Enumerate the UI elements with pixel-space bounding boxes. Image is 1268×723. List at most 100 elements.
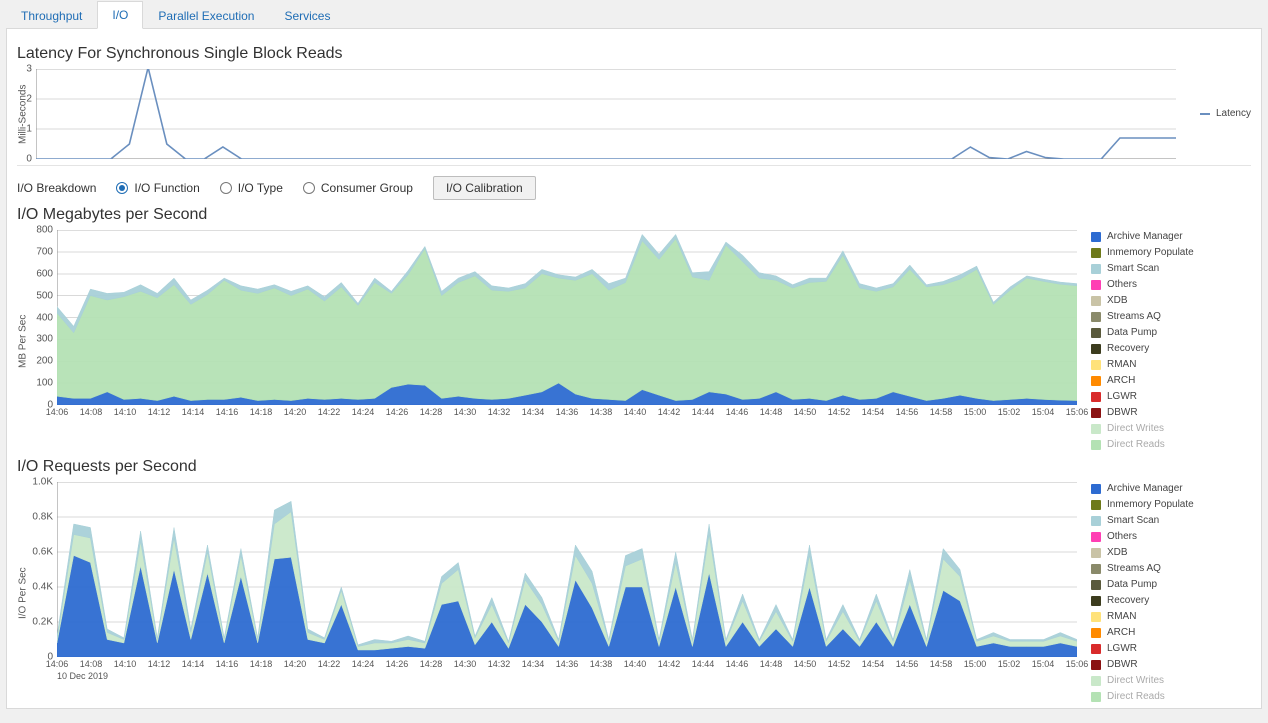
legend-item-inmemory-populate[interactable]: Inmemory Populate — [1091, 246, 1201, 260]
xtick: 14:08 — [80, 659, 103, 669]
legend-swatch — [1091, 248, 1101, 258]
legend-item-streams-aq[interactable]: Streams AQ — [1091, 562, 1201, 576]
legend-swatch — [1091, 264, 1101, 274]
legend-item-direct-writes[interactable]: Direct Writes — [1091, 422, 1201, 436]
legend-swatch — [1091, 296, 1101, 306]
radio-dot — [303, 182, 315, 194]
legend-item-arch[interactable]: ARCH — [1091, 374, 1201, 388]
legend-item-rman[interactable]: RMAN — [1091, 610, 1201, 624]
legend-item-data-pump[interactable]: Data Pump — [1091, 578, 1201, 592]
xtick: 14:58 — [930, 407, 953, 417]
xtick: 15:00 — [964, 407, 987, 417]
legend-item-others[interactable]: Others — [1091, 278, 1201, 292]
legend-item-rman[interactable]: RMAN — [1091, 358, 1201, 372]
xtick: 14:16 — [216, 659, 239, 669]
xtick: 15:02 — [998, 407, 1021, 417]
ytick: 0.2K — [32, 617, 53, 628]
legend-item-dbwr[interactable]: DBWR — [1091, 406, 1201, 420]
legend-item-recovery[interactable]: Recovery — [1091, 594, 1201, 608]
xtick: 14:46 — [726, 407, 749, 417]
legend-label: Smart Scan — [1107, 514, 1159, 528]
legend-swatch — [1091, 676, 1101, 686]
ytick: 700 — [36, 246, 53, 257]
xtick: 15:02 — [998, 659, 1021, 669]
legend-label: Direct Writes — [1107, 422, 1164, 436]
legend-item-lgwr[interactable]: LGWR — [1091, 390, 1201, 404]
mb-ylabel: MB Per Sec — [17, 230, 29, 452]
legend-item-xdb[interactable]: XDB — [1091, 546, 1201, 560]
xtick: 14:30 — [454, 659, 477, 669]
ytick: 100 — [36, 378, 53, 389]
radio-i-o-function[interactable]: I/O Function — [116, 181, 199, 195]
io-calibration-button[interactable]: I/O Calibration — [433, 176, 536, 200]
latency-legend: Latency — [1176, 107, 1251, 121]
xtick: 15:04 — [1032, 407, 1055, 417]
legend-item-others[interactable]: Others — [1091, 530, 1201, 544]
mb-xaxis: 14:0614:0814:1014:1214:1414:1614:1814:20… — [57, 405, 1077, 423]
legend-item-lgwr[interactable]: LGWR — [1091, 642, 1201, 656]
legend-label: ARCH — [1107, 374, 1135, 388]
legend-label: Recovery — [1107, 342, 1149, 356]
legend-item-direct-reads[interactable]: Direct Reads — [1091, 438, 1201, 452]
xtick: 14:38 — [590, 407, 613, 417]
legend-item-direct-writes[interactable]: Direct Writes — [1091, 674, 1201, 688]
latency-plot — [36, 69, 1176, 159]
legend-label: Others — [1107, 278, 1137, 292]
xtick: 14:56 — [896, 659, 919, 669]
legend-item-xdb[interactable]: XDB — [1091, 294, 1201, 308]
legend-label: Others — [1107, 530, 1137, 544]
latency-ylabel: Milli-Seconds — [17, 69, 29, 159]
io-breakdown-controls: I/O Breakdown I/O FunctionI/O TypeConsum… — [17, 176, 1251, 200]
tab-services[interactable]: Services — [269, 1, 345, 29]
legend-item-inmemory-populate[interactable]: Inmemory Populate — [1091, 498, 1201, 512]
legend-item-recovery[interactable]: Recovery — [1091, 342, 1201, 356]
legend-swatch — [1091, 532, 1101, 542]
legend-swatch — [1091, 280, 1101, 290]
radio-consumer-group[interactable]: Consumer Group — [303, 181, 413, 195]
legend-item-direct-reads[interactable]: Direct Reads — [1091, 690, 1201, 704]
ytick: 200 — [36, 356, 53, 367]
radio-i-o-type[interactable]: I/O Type — [220, 181, 283, 195]
mb-title: I/O Megabytes per Second — [17, 206, 1251, 224]
xtick: 14:34 — [522, 659, 545, 669]
ytick: 0 — [26, 154, 32, 165]
legend-label: XDB — [1107, 546, 1128, 560]
radio-label: I/O Type — [238, 181, 283, 195]
legend-swatch — [1091, 692, 1101, 702]
xtick: 14:42 — [658, 659, 681, 669]
legend-item-data-pump[interactable]: Data Pump — [1091, 326, 1201, 340]
xtick: 14:14 — [182, 659, 205, 669]
radio-dot — [220, 182, 232, 194]
legend-swatch — [1091, 516, 1101, 526]
legend-label: Smart Scan — [1107, 262, 1159, 276]
legend-item-smart-scan[interactable]: Smart Scan — [1091, 262, 1201, 276]
legend-item-archive-manager[interactable]: Archive Manager — [1091, 482, 1201, 496]
legend-item-dbwr[interactable]: DBWR — [1091, 658, 1201, 672]
legend-item-arch[interactable]: ARCH — [1091, 626, 1201, 640]
legend-item-archive-manager[interactable]: Archive Manager — [1091, 230, 1201, 244]
tab-throughput[interactable]: Throughput — [6, 1, 97, 29]
legend-swatch — [1091, 344, 1101, 354]
mb-legend: Archive Manager Inmemory Populate Smart Sc… — [1077, 230, 1201, 452]
tab-i-o[interactable]: I/O — [97, 1, 143, 29]
legend-label: Inmemory Populate — [1107, 498, 1194, 512]
legend-swatch — [1091, 424, 1101, 434]
ytick: 1.0K — [32, 477, 53, 488]
xtick: 14:52 — [828, 659, 851, 669]
legend-item-latency[interactable]: Latency — [1200, 107, 1251, 121]
req-ylabel: I/O Per Sec — [17, 482, 29, 704]
xtick: 15:06 — [1066, 659, 1089, 669]
legend-swatch — [1091, 564, 1101, 574]
ytick: 0.4K — [32, 582, 53, 593]
xtick: 14:12 — [148, 659, 171, 669]
legend-item-streams-aq[interactable]: Streams AQ — [1091, 310, 1201, 324]
tab-parallel-execution[interactable]: Parallel Execution — [143, 1, 269, 29]
req-xaxis: 10 Dec 2019 14:0614:0814:1014:1214:1414:… — [57, 657, 1077, 675]
legend-swatch — [1091, 580, 1101, 590]
xtick: 14:40 — [624, 407, 647, 417]
radio-label: I/O Function — [134, 181, 199, 195]
xtick: 14:48 — [760, 407, 783, 417]
legend-item-smart-scan[interactable]: Smart Scan — [1091, 514, 1201, 528]
radio-label: Consumer Group — [321, 181, 413, 195]
xtick: 14:36 — [556, 407, 579, 417]
